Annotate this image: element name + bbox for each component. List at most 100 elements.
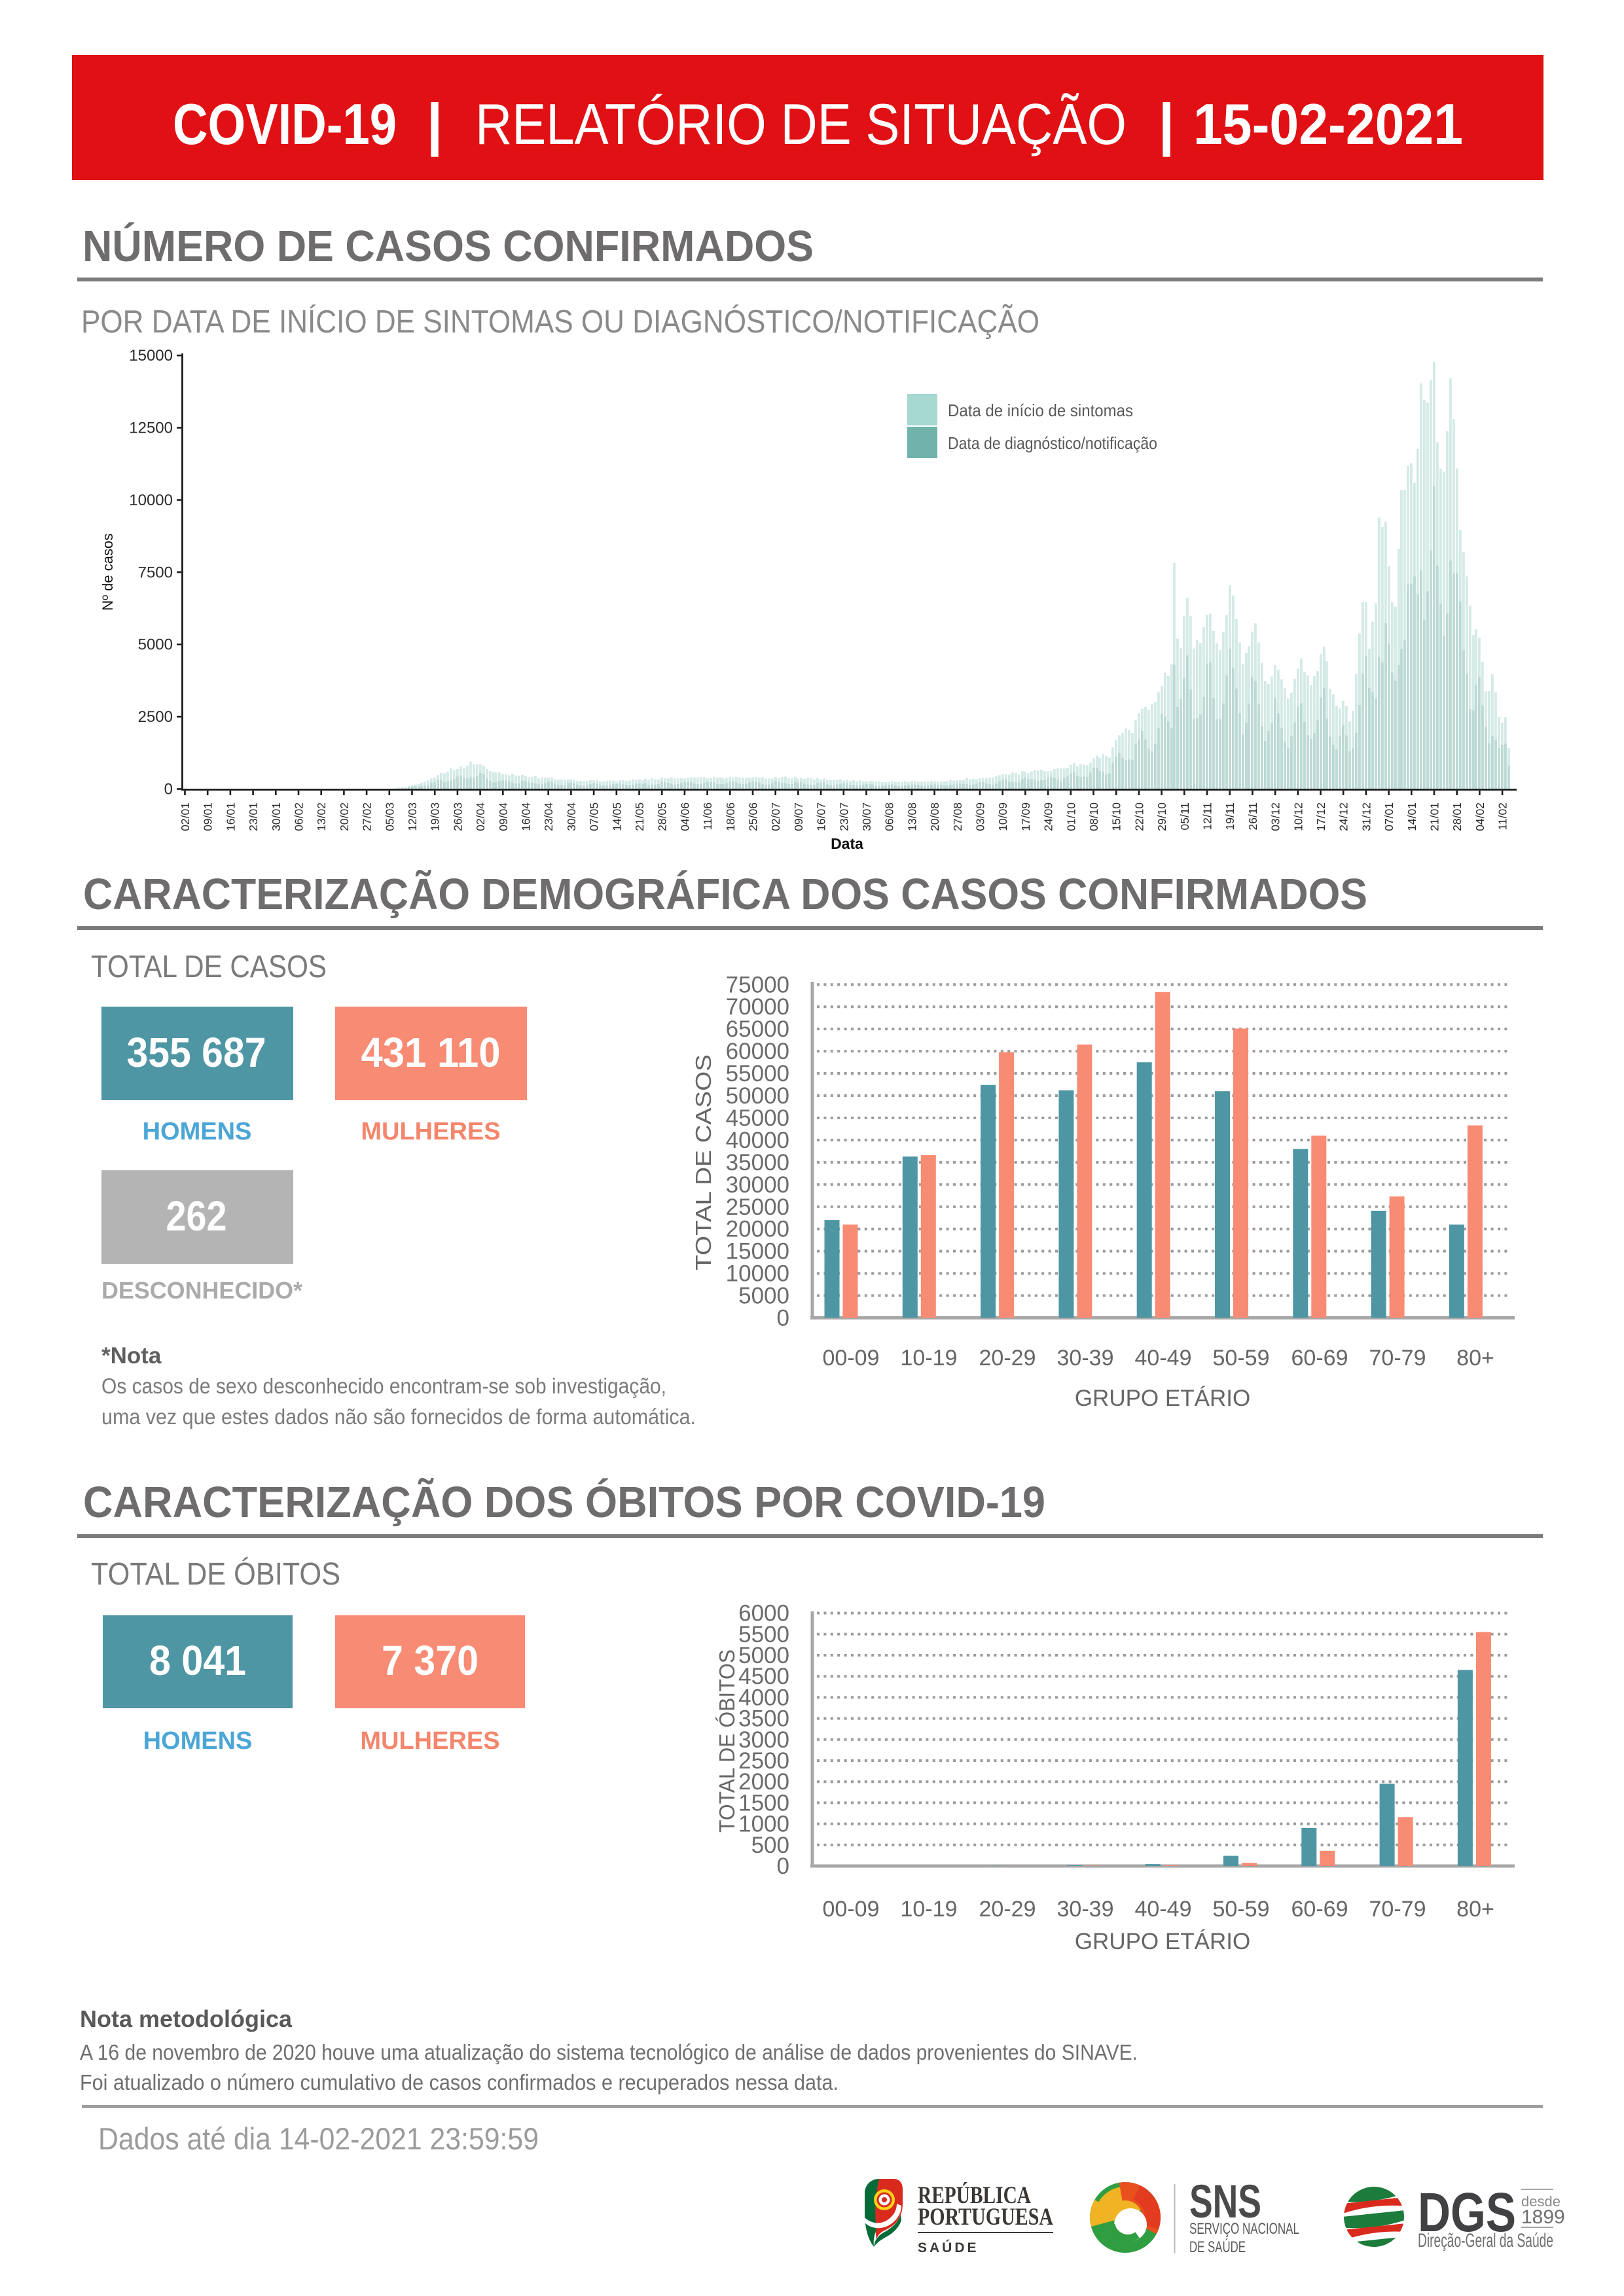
svg-text:55000: 55000 bbox=[726, 1061, 789, 1086]
svg-text:0: 0 bbox=[164, 781, 173, 798]
svg-text:2500: 2500 bbox=[138, 708, 173, 726]
svg-text:04/02: 04/02 bbox=[1473, 802, 1487, 831]
svg-text:SAÚDE: SAÚDE bbox=[918, 2240, 979, 2255]
svg-text:0: 0 bbox=[777, 1854, 789, 1879]
svg-text:1899: 1899 bbox=[1521, 2206, 1565, 2228]
svg-text:TOTAL DE ÓBITOS: TOTAL DE ÓBITOS bbox=[91, 1556, 340, 1592]
svg-text:30-39: 30-39 bbox=[1057, 1897, 1114, 1922]
svg-text:|: | bbox=[427, 92, 443, 157]
svg-text:15-02-2021: 15-02-2021 bbox=[1193, 92, 1463, 156]
svg-text:27/02: 27/02 bbox=[361, 802, 374, 831]
svg-text:25000: 25000 bbox=[726, 1194, 789, 1220]
svg-text:30/01: 30/01 bbox=[270, 802, 283, 831]
svg-text:7 370: 7 370 bbox=[382, 1637, 478, 1684]
svg-text:SERVIÇO NACIONAL: SERVIÇO NACIONAL bbox=[1189, 2220, 1299, 2238]
svg-text:06/08: 06/08 bbox=[883, 802, 896, 831]
svg-text:MULHERES: MULHERES bbox=[360, 1727, 499, 1755]
svg-text:24/12: 24/12 bbox=[1337, 802, 1350, 831]
svg-text:02/04: 02/04 bbox=[474, 802, 487, 831]
svg-text:HOMENS: HOMENS bbox=[143, 1727, 253, 1755]
svg-text:29/10: 29/10 bbox=[1155, 802, 1168, 831]
svg-text:40-49: 40-49 bbox=[1135, 1897, 1192, 1922]
svg-text:17/09: 17/09 bbox=[1019, 802, 1032, 831]
svg-text:10-19: 10-19 bbox=[901, 1346, 958, 1371]
svg-text:06/02: 06/02 bbox=[293, 802, 306, 831]
svg-text:50-59: 50-59 bbox=[1213, 1346, 1270, 1371]
svg-text:5000: 5000 bbox=[138, 636, 173, 654]
svg-text:Os casos de sexo desconhecido: Os casos de sexo desconhecido encontram-… bbox=[101, 1374, 666, 1398]
svg-text:Direção-Geral da Saúde: Direção-Geral da Saúde bbox=[1418, 2230, 1553, 2251]
svg-text:20/02: 20/02 bbox=[338, 802, 351, 831]
svg-text:355 687: 355 687 bbox=[127, 1029, 266, 1076]
svg-text:Data de diagnóstico/notificaçã: Data de diagnóstico/notificação bbox=[948, 433, 1157, 453]
svg-text:TOTAL DE CASOS: TOTAL DE CASOS bbox=[691, 1054, 715, 1270]
svg-text:02/07: 02/07 bbox=[769, 802, 782, 831]
svg-text:DESCONHECIDO*: DESCONHECIDO* bbox=[101, 1277, 302, 1304]
svg-text:DE SAÚDE: DE SAÚDE bbox=[1189, 2238, 1246, 2256]
svg-text:30000: 30000 bbox=[726, 1172, 789, 1198]
svg-text:3500: 3500 bbox=[738, 1706, 789, 1732]
svg-text:20-29: 20-29 bbox=[979, 1897, 1036, 1922]
svg-text:GRUPO ETÁRIO: GRUPO ETÁRIO bbox=[1075, 1929, 1250, 1954]
svg-text:SNS: SNS bbox=[1189, 2176, 1261, 2228]
svg-text:262: 262 bbox=[166, 1193, 227, 1240]
svg-text:75000: 75000 bbox=[726, 972, 789, 997]
svg-text:12/03: 12/03 bbox=[406, 802, 419, 831]
svg-text:6000: 6000 bbox=[738, 1601, 789, 1626]
svg-text:23/04: 23/04 bbox=[542, 802, 555, 831]
svg-text:4500: 4500 bbox=[738, 1664, 789, 1689]
svg-text:70000: 70000 bbox=[726, 994, 789, 1020]
svg-text:NÚMERO DE CASOS CONFIRMADOS: NÚMERO DE CASOS CONFIRMADOS bbox=[82, 222, 814, 271]
svg-text:5000: 5000 bbox=[738, 1643, 789, 1668]
svg-text:00-09: 00-09 bbox=[823, 1897, 880, 1922]
svg-text:20000: 20000 bbox=[726, 1217, 789, 1242]
svg-text:13/02: 13/02 bbox=[315, 802, 328, 831]
svg-text:500: 500 bbox=[751, 1833, 789, 1858]
svg-text:16/01: 16/01 bbox=[224, 802, 237, 831]
svg-text:COVID-19: COVID-19 bbox=[173, 92, 397, 156]
svg-text:22/10: 22/10 bbox=[1132, 802, 1146, 831]
svg-text:60-69: 60-69 bbox=[1291, 1897, 1348, 1922]
svg-text:MULHERES: MULHERES bbox=[361, 1118, 500, 1145]
svg-text:15000: 15000 bbox=[129, 347, 173, 365]
svg-text:*Nota: *Nota bbox=[101, 1343, 162, 1369]
svg-text:Nº de casos: Nº de casos bbox=[99, 533, 116, 611]
svg-text:30/04: 30/04 bbox=[565, 802, 578, 831]
svg-text:30/07: 30/07 bbox=[860, 802, 873, 831]
svg-text:uma vez que estes dados não sã: uma vez que estes dados não são fornecid… bbox=[101, 1405, 696, 1429]
svg-text:Nota metodológica: Nota metodológica bbox=[80, 2005, 293, 2032]
svg-text:07/01: 07/01 bbox=[1382, 802, 1396, 831]
svg-text:14/01: 14/01 bbox=[1405, 802, 1418, 831]
svg-text:0: 0 bbox=[777, 1306, 789, 1331]
svg-text:50-59: 50-59 bbox=[1213, 1897, 1270, 1922]
svg-text:02/01: 02/01 bbox=[179, 802, 192, 831]
svg-text:Dados até dia 14-02-2021 23:59: Dados até dia 14-02-2021 23:59:59 bbox=[98, 2121, 539, 2156]
svg-text:00-09: 00-09 bbox=[823, 1346, 880, 1371]
svg-text:07/05: 07/05 bbox=[588, 802, 601, 831]
svg-text:23/07: 23/07 bbox=[837, 802, 850, 831]
svg-text:19/03: 19/03 bbox=[429, 802, 442, 831]
svg-text:HOMENS: HOMENS bbox=[143, 1118, 252, 1145]
svg-text:20-29: 20-29 bbox=[979, 1346, 1036, 1371]
svg-text:26/11: 26/11 bbox=[1246, 802, 1259, 831]
svg-text:80+: 80+ bbox=[1456, 1346, 1494, 1371]
svg-text:14/05: 14/05 bbox=[610, 802, 623, 831]
svg-text:REPÚBLICA: REPÚBLICA bbox=[918, 2181, 1031, 2209]
svg-text:03/12: 03/12 bbox=[1269, 802, 1282, 831]
svg-text:21/05: 21/05 bbox=[633, 802, 646, 831]
svg-text:5000: 5000 bbox=[738, 1283, 789, 1309]
svg-text:17/12: 17/12 bbox=[1314, 802, 1327, 831]
svg-text:10/09: 10/09 bbox=[996, 802, 1009, 831]
svg-text:27/08: 27/08 bbox=[951, 802, 964, 831]
svg-text:21/01: 21/01 bbox=[1428, 802, 1441, 831]
svg-text:10-19: 10-19 bbox=[901, 1897, 958, 1922]
svg-text:431 110: 431 110 bbox=[361, 1029, 501, 1076]
svg-text:26/03: 26/03 bbox=[451, 802, 464, 831]
svg-text:2500: 2500 bbox=[738, 1748, 789, 1774]
svg-text:09/01: 09/01 bbox=[202, 802, 215, 831]
svg-text:12500: 12500 bbox=[129, 420, 173, 437]
svg-text:8 041: 8 041 bbox=[149, 1637, 246, 1684]
svg-text:1000: 1000 bbox=[738, 1812, 789, 1837]
svg-text:RELATÓRIO DE SITUAÇÃO: RELATÓRIO DE SITUAÇÃO bbox=[475, 92, 1127, 156]
svg-text:35000: 35000 bbox=[726, 1150, 789, 1175]
